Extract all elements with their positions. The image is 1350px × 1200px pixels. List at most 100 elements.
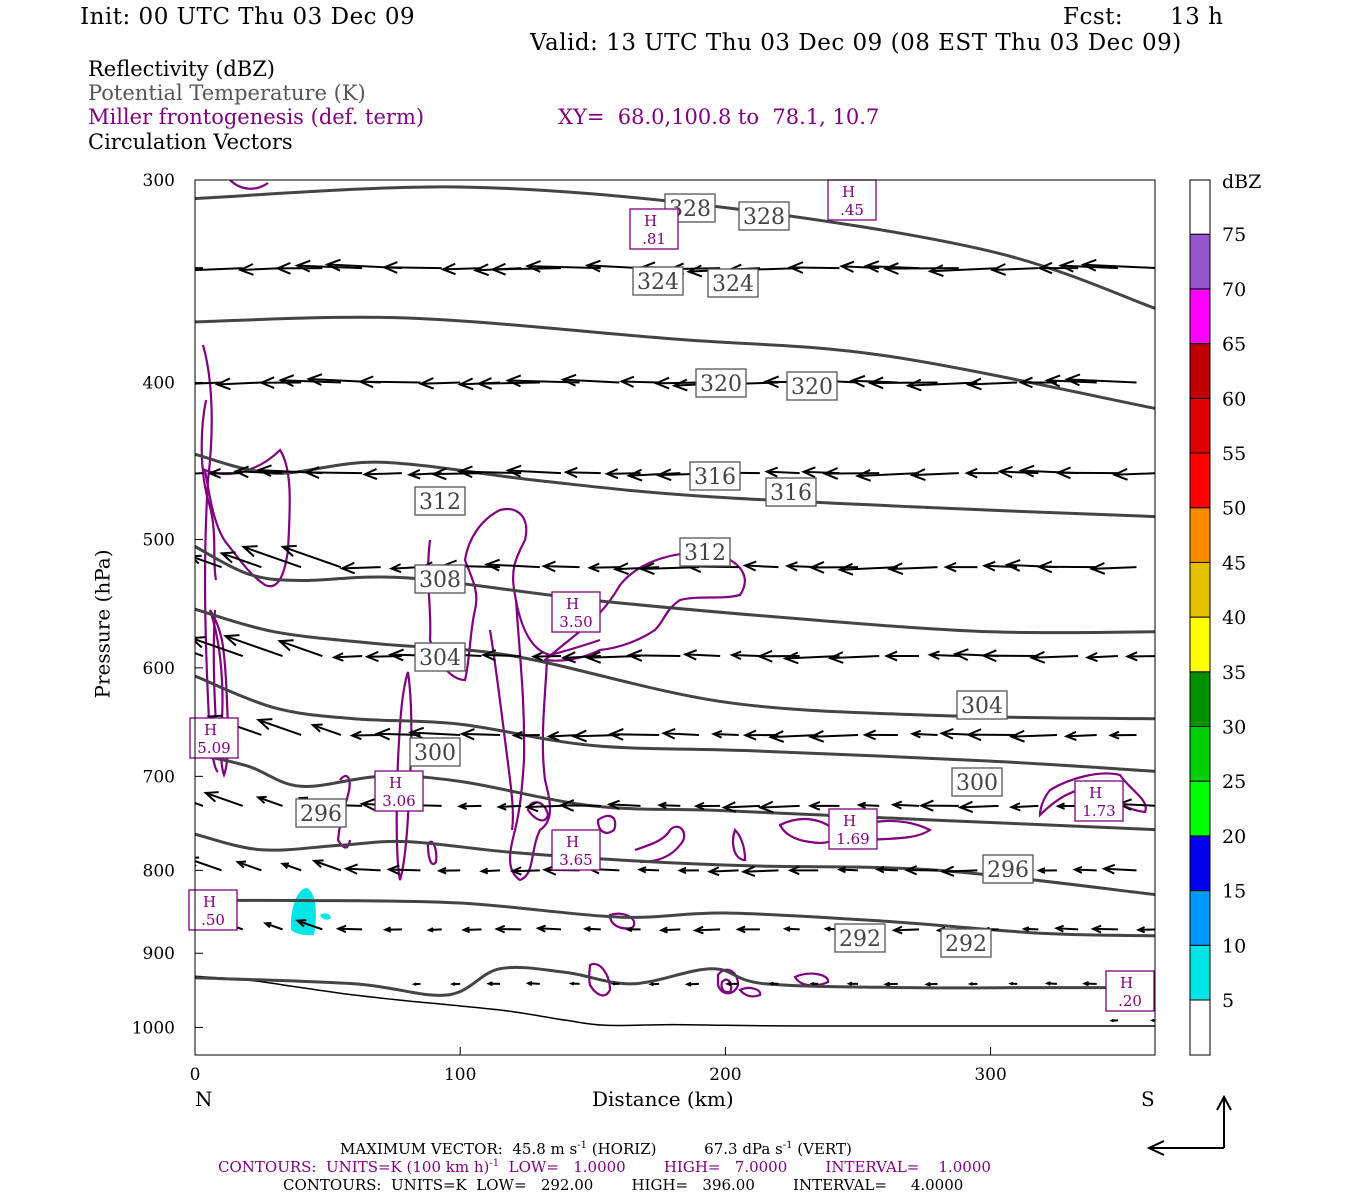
vector-shaft [265, 922, 283, 931]
colorbar-swatch-10 [1189, 890, 1211, 946]
vector-head [450, 982, 456, 986]
vector-head [918, 799, 934, 812]
circulation-vector [661, 728, 699, 740]
circulation-vector [587, 562, 620, 573]
vector-head [787, 261, 804, 274]
vector-head [1036, 560, 1053, 574]
circulation-vector [943, 561, 978, 573]
circulation-vector [721, 801, 760, 813]
label-box [738, 201, 790, 231]
circulation-vector [740, 865, 779, 878]
vector-head [1063, 730, 1077, 741]
reference-horizontal-head [1146, 1140, 1165, 1156]
circulation-vector [1072, 865, 1097, 874]
frontogenesis-contour [203, 448, 291, 588]
colorbar-tick-label: 15 [1222, 881, 1246, 903]
label-box [707, 268, 759, 298]
colorbar-swatch-15 [1189, 835, 1211, 892]
vector-head [764, 466, 778, 478]
vector-head [274, 261, 291, 275]
vector-head [883, 981, 891, 987]
circulation-vector [808, 561, 859, 574]
vector-head [782, 651, 799, 665]
frontogenesis-contour [508, 599, 552, 882]
circulation-vector [606, 799, 641, 811]
vector-head [408, 726, 425, 740]
theta-contour-label: 316 [765, 477, 817, 507]
vector-shaft [930, 267, 999, 273]
vector-head [546, 730, 560, 742]
vector-shaft [1087, 655, 1118, 659]
colorbar-swatch-40 [1189, 561, 1211, 618]
circulation-vector [486, 981, 501, 987]
vector-head [472, 263, 489, 277]
vector-head [1090, 924, 1102, 934]
vector-head [784, 561, 798, 572]
theta-label-text: 312 [684, 541, 726, 566]
vector-head [1089, 562, 1106, 575]
theta-contour-label: 296 [982, 854, 1034, 884]
circulation-vector [1053, 924, 1079, 933]
legend-frontogenesis: Miller frontogenesis (def. term) [88, 105, 425, 129]
vector-shaft [743, 869, 779, 873]
vector-head [324, 258, 341, 272]
vector-shaft [334, 655, 363, 659]
max-value: .81 [642, 230, 666, 248]
circulation-vector [909, 468, 959, 481]
vector-head [418, 377, 435, 390]
circulation-vector [764, 466, 800, 478]
vector-head [684, 981, 692, 987]
vector-head [957, 800, 974, 814]
circulation-vector [904, 865, 938, 876]
vector-head [742, 729, 757, 741]
theta-contour-316 [195, 545, 1155, 635]
circulation-vector [195, 652, 204, 657]
colorbar-tick-label: 50 [1222, 498, 1246, 520]
label-box [1074, 780, 1124, 822]
y-tick-label: 500 [143, 531, 175, 551]
frontogenesis-contour [731, 827, 747, 862]
vector-head [657, 801, 667, 810]
vector-shaft [195, 381, 222, 385]
circulation-vector [965, 728, 1018, 742]
x-axis-title: Distance (km) [592, 1087, 734, 1111]
circulation-vector [541, 560, 580, 573]
vector-shaft [912, 732, 938, 736]
vector-shaft [420, 381, 461, 385]
vector-shaft [839, 566, 898, 571]
frontogenesis-contour [634, 825, 686, 864]
circulation-vector [1111, 467, 1155, 481]
vector-head [782, 926, 791, 932]
max-value: .45 [840, 201, 864, 219]
vector-head [863, 260, 880, 273]
circulation-vector [980, 649, 1039, 663]
vector-head [571, 729, 588, 743]
theta-contour-label: 292 [940, 928, 992, 958]
vector-shaft [639, 868, 660, 872]
circulation-vector [706, 866, 739, 877]
vector-head [339, 561, 356, 575]
vector-shaft [766, 470, 800, 475]
circulation-vector [255, 795, 283, 807]
circulation-vector [905, 378, 978, 392]
vector-head [808, 730, 825, 743]
circulation-vector [280, 544, 342, 569]
circulation-vector [724, 981, 739, 987]
circulation-vector [677, 866, 699, 874]
vector-shaft [629, 654, 681, 658]
vector-shaft [839, 868, 859, 872]
circulation-vector [524, 801, 562, 813]
circulation-vector [450, 982, 461, 986]
vector-head [343, 863, 358, 875]
vector-shaft [342, 566, 381, 570]
vector-shaft [745, 564, 779, 569]
vector-head [927, 650, 940, 661]
vector-head [430, 467, 447, 481]
circulation-vector [232, 465, 283, 479]
circulation-vector [511, 730, 540, 740]
vector-head [335, 924, 347, 934]
circulation-vector [756, 649, 800, 663]
max-value: 3.06 [382, 792, 415, 810]
circulation-vector [1063, 730, 1097, 741]
vector-shaft [912, 472, 959, 477]
